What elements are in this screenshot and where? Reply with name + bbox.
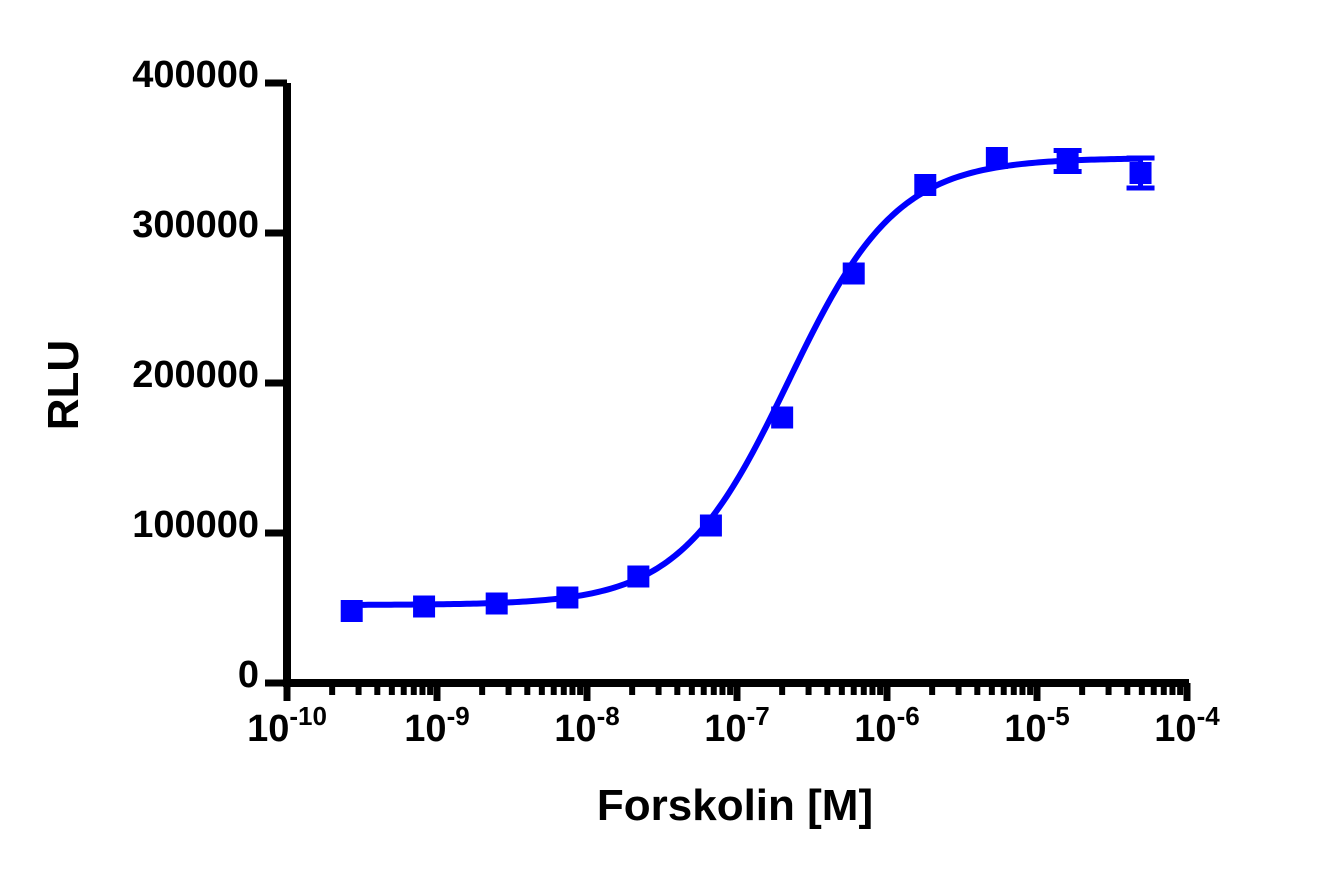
data-point: [914, 174, 937, 196]
data-point: [556, 586, 579, 609]
data-point: [771, 406, 794, 429]
data-point: [699, 514, 722, 537]
x-tick-label: 10-5: [1004, 701, 1069, 750]
x-tick-label: 10-9: [404, 701, 469, 750]
y-tick-label: 0: [238, 654, 259, 696]
data-point: [1056, 150, 1079, 172]
x-tick-label: 10-6: [854, 701, 919, 750]
fit-curve-layer: [348, 155, 1144, 608]
data-point: [413, 595, 436, 618]
fit-curve: [348, 155, 1144, 608]
data-points-layer: [340, 147, 1155, 622]
data-point: [985, 147, 1008, 169]
data-point: [1129, 162, 1152, 184]
x-tick-label: 10-8: [554, 701, 619, 750]
x-axis-title: Forskolin [M]: [597, 781, 873, 830]
axes: [265, 79, 1191, 701]
y-tick-label: 300000: [132, 204, 259, 246]
data-point: [485, 592, 508, 615]
y-tick-label: 400000: [132, 54, 259, 96]
x-tick-label: 10-4: [1154, 701, 1220, 750]
y-tick-label: 200000: [132, 354, 259, 396]
data-point: [627, 565, 650, 588]
tick-labels-layer: 0 100000 200000 300000 400000 10-10 10-9 10-8 10…: [132, 54, 1220, 750]
data-point: [340, 600, 363, 622]
y-tick-label: 100000: [132, 504, 259, 546]
x-tick-label: 10-7: [704, 701, 769, 750]
x-tick-label: 10-10: [247, 701, 327, 750]
data-point: [842, 262, 865, 285]
y-axis-title: RLU: [39, 340, 88, 430]
